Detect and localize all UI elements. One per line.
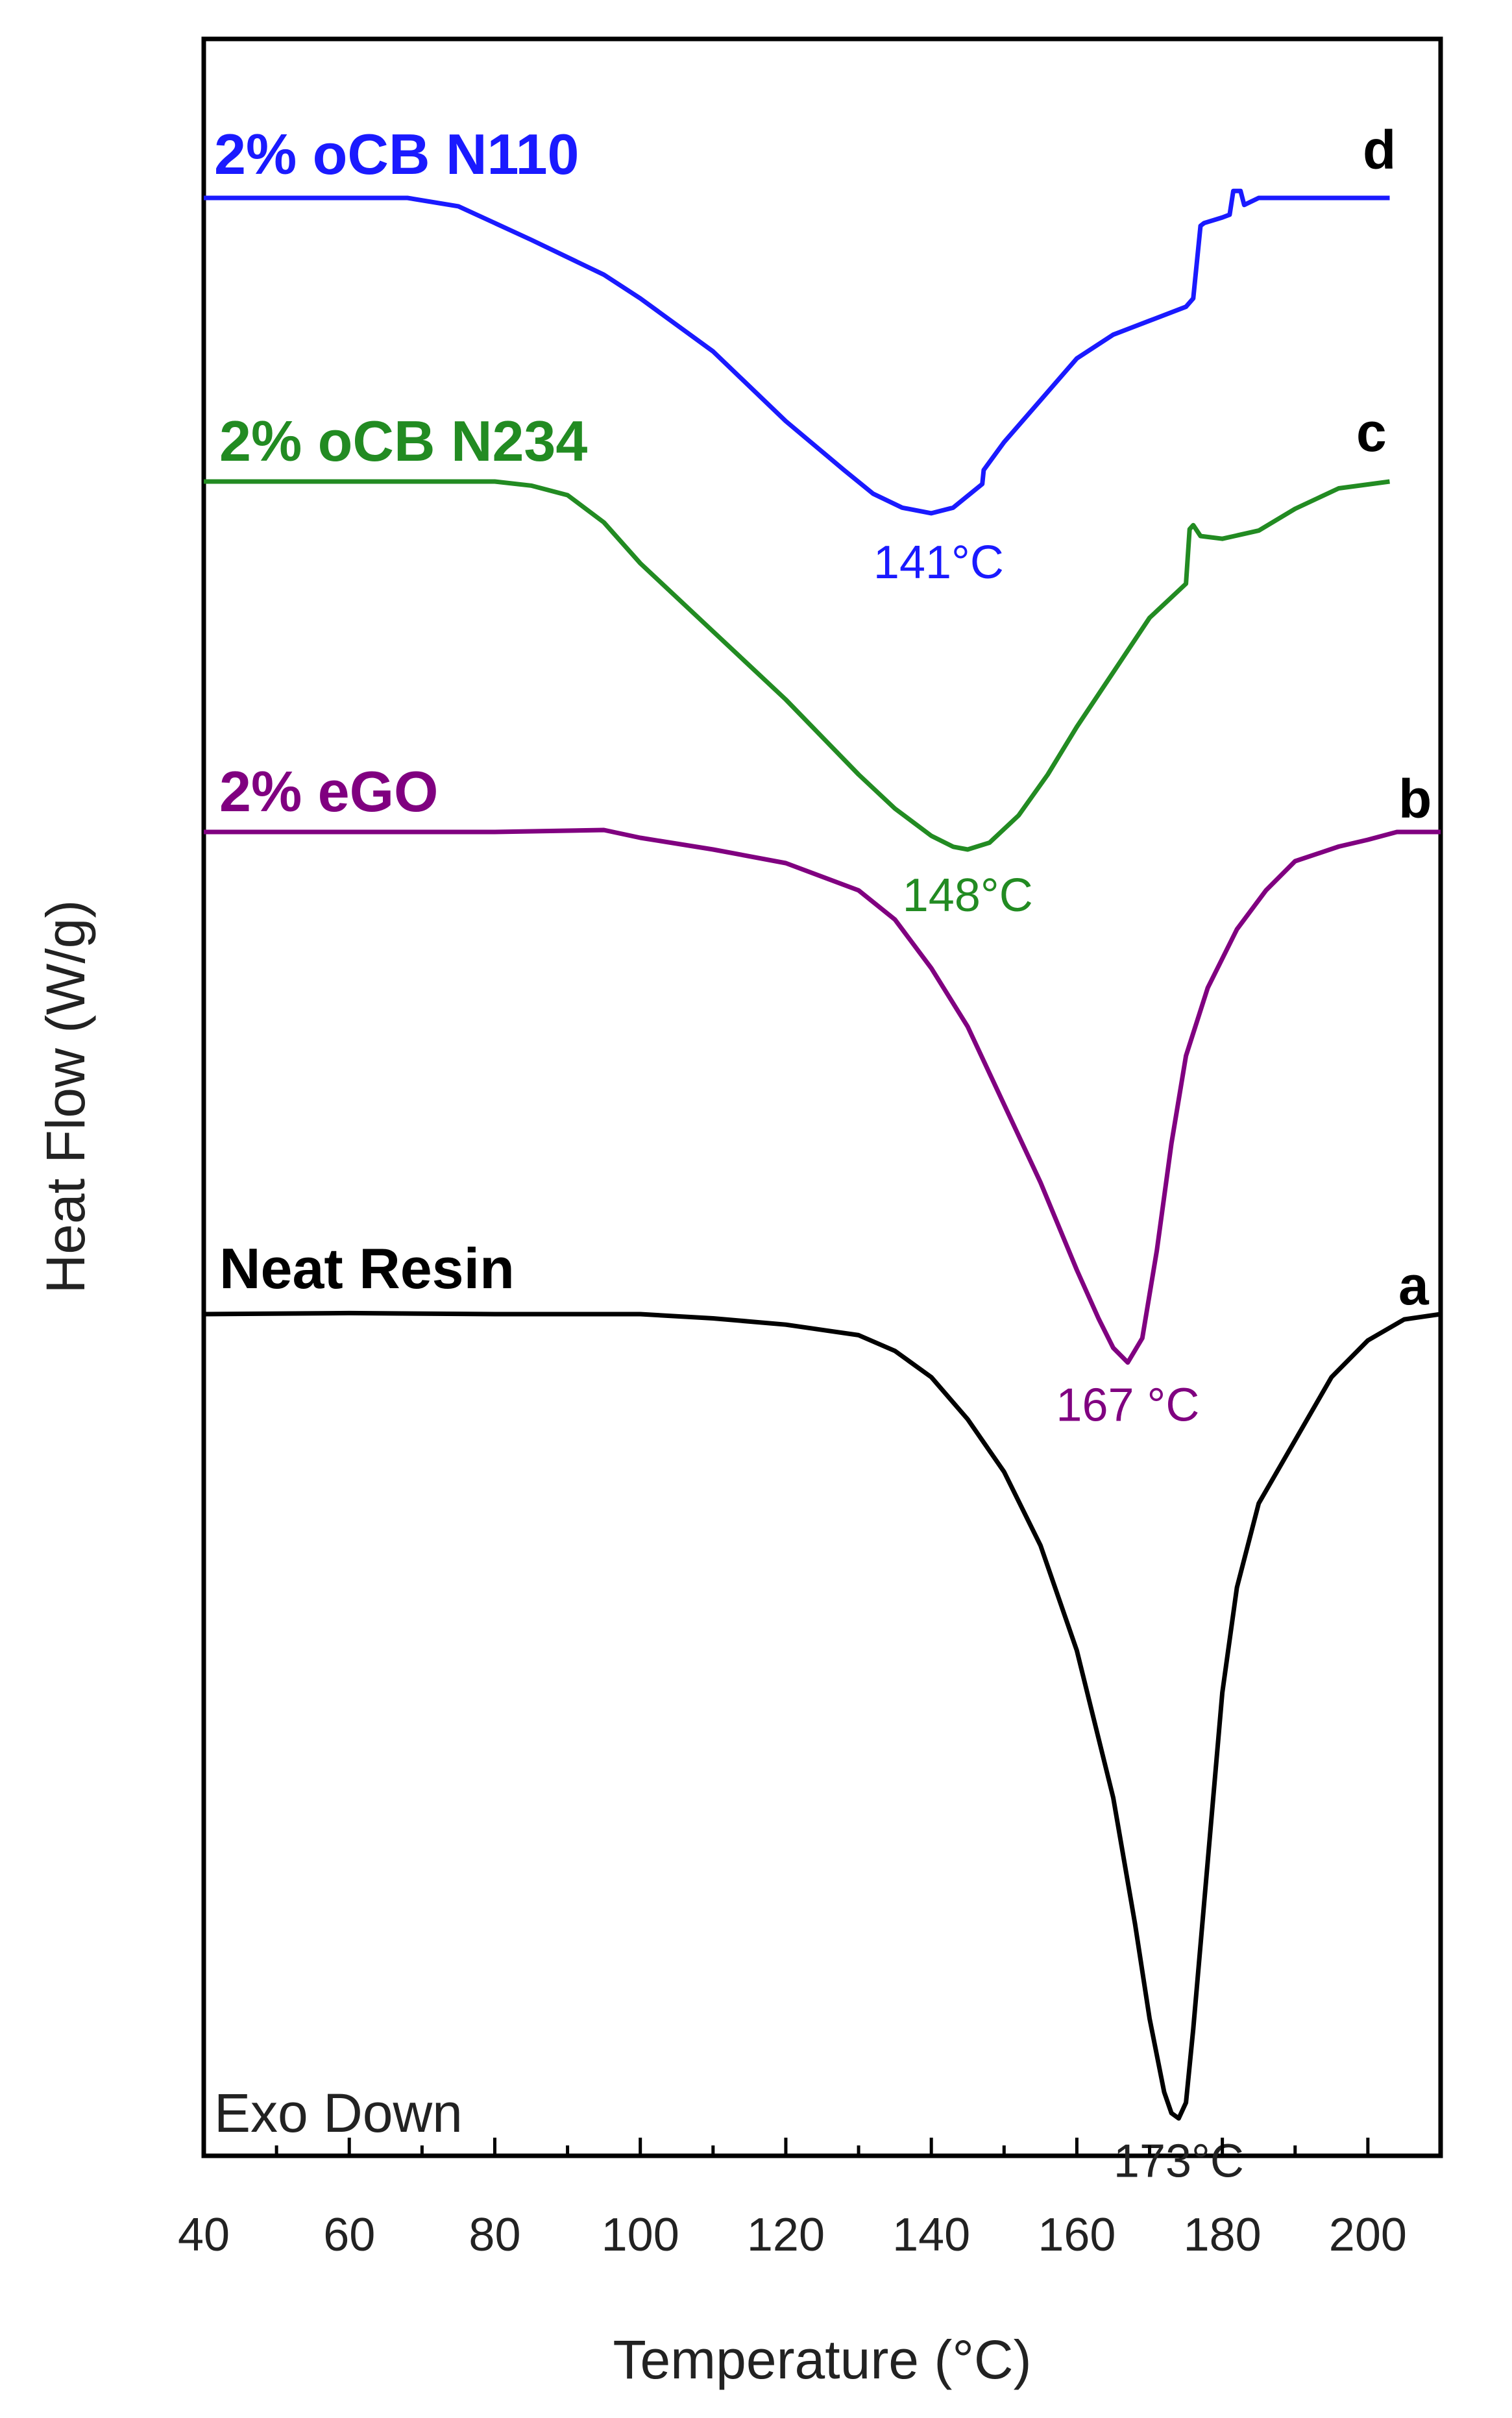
series-name-c: 2% oCB N234 [219,409,587,473]
x-tick-label-40: 40 [178,2209,230,2261]
x-tick-label-60: 60 [323,2209,375,2261]
peak-label-c: 148°C [903,870,1033,922]
curve-letter-b: b [1398,768,1432,829]
x-tick-label-200: 200 [1329,2209,1407,2261]
x-tick-label-140: 140 [892,2209,970,2261]
peak-label-b: 167 °C [1056,1380,1199,1432]
series-name-b: 2% eGO [219,759,438,824]
peak-label-d: 141°C [873,537,1004,589]
curve-letter-c: c [1356,402,1387,463]
exo-down-annotation: Exo Down [214,2082,463,2143]
x-tick-label-100: 100 [602,2209,679,2261]
series-line-d [204,188,1390,516]
plot-frame [201,36,1443,2158]
y-axis-title: Heat Flow (W/g) [35,900,96,1294]
x-tick-label-80: 80 [469,2209,520,2261]
x-tick-label-180: 180 [1184,2209,1262,2261]
series-name-d: 2% oCB N110 [214,122,579,186]
curve-letter-d: d [1363,119,1396,180]
series-line-b [204,827,1441,1365]
series-line-c [204,479,1390,852]
x-tick-label-120: 120 [747,2209,825,2261]
series-name-a: Neat Resin [219,1236,515,1301]
x-axis-title: Temperature (°C) [613,2329,1031,2390]
curve-letter-a: a [1398,1255,1430,1316]
x-tick-label-160: 160 [1038,2209,1116,2261]
series-line-a [203,1310,1441,2121]
peak-label-a: 173°C [1114,2135,1244,2187]
